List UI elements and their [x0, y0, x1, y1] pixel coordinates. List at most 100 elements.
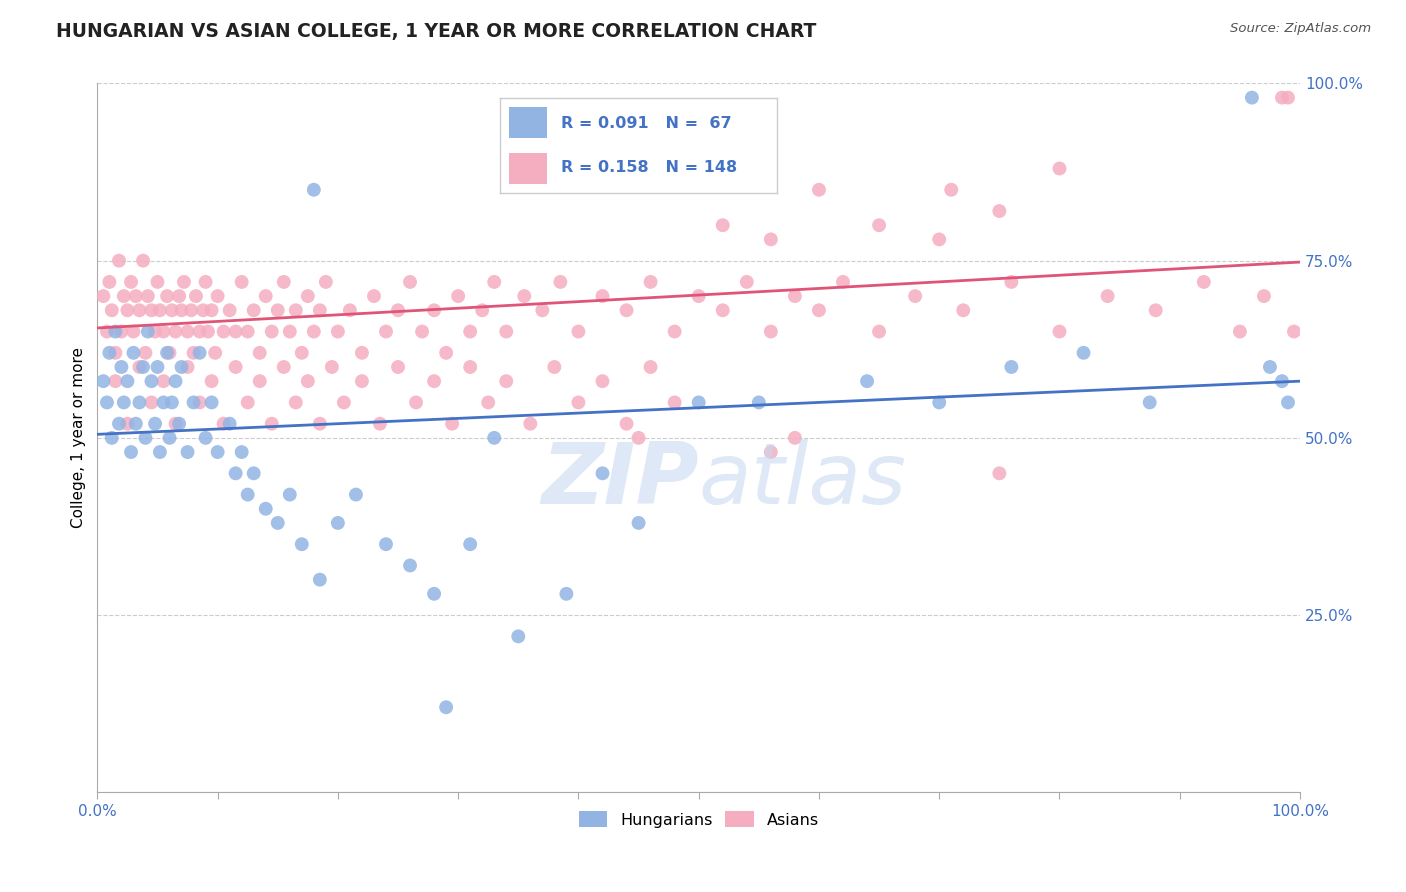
Point [249, 374, 271, 388]
Point [249, 346, 271, 360]
Point [134, 346, 156, 360]
Point [132, 359, 155, 374]
Point [122, 325, 145, 339]
Point [236, 487, 259, 501]
Point [387, 359, 409, 374]
Point [321, 359, 343, 374]
Point [132, 253, 155, 268]
Point [484, 275, 506, 289]
Point [278, 487, 301, 501]
Point [108, 253, 131, 268]
Point [93, 289, 115, 303]
Point [242, 303, 264, 318]
Point [423, 374, 446, 388]
Point [640, 359, 662, 374]
Point [627, 516, 650, 530]
Point [592, 467, 614, 481]
Point [188, 395, 211, 409]
Point [267, 516, 290, 530]
Point [375, 537, 398, 551]
Point [664, 395, 686, 409]
Point [1139, 395, 1161, 409]
Point [184, 289, 207, 303]
Point [688, 289, 710, 303]
Point [807, 183, 830, 197]
Point [759, 445, 782, 459]
Point [149, 445, 172, 459]
Point [110, 359, 132, 374]
Point [167, 289, 190, 303]
Point [197, 325, 219, 339]
Point [405, 395, 427, 409]
Point [254, 289, 277, 303]
Point [165, 374, 187, 388]
Point [555, 587, 578, 601]
Point [134, 431, 156, 445]
Point [423, 587, 446, 601]
Point [711, 218, 734, 232]
Point [664, 325, 686, 339]
Point [167, 417, 190, 431]
Y-axis label: College, 1 year or more: College, 1 year or more [72, 347, 86, 528]
Text: atlas: atlas [699, 439, 907, 522]
Point [173, 275, 195, 289]
Point [735, 275, 758, 289]
Point [339, 303, 361, 318]
Point [112, 289, 135, 303]
Point [308, 417, 330, 431]
Text: Source: ZipAtlas.com: Source: ZipAtlas.com [1230, 22, 1371, 36]
Point [399, 558, 422, 573]
Point [350, 346, 373, 360]
Point [441, 417, 464, 431]
Point [125, 417, 148, 431]
Point [387, 303, 409, 318]
Point [326, 325, 349, 339]
Point [176, 445, 198, 459]
Point [941, 183, 963, 197]
Point [204, 346, 226, 360]
Point [188, 346, 211, 360]
Point [194, 431, 217, 445]
Point [567, 325, 589, 339]
Point [1097, 289, 1119, 303]
Point [856, 374, 879, 388]
Point [98, 346, 121, 360]
Point [308, 573, 330, 587]
Point [759, 232, 782, 246]
Point [543, 359, 565, 374]
Point [160, 303, 183, 318]
Point [513, 289, 536, 303]
Point [104, 325, 127, 339]
Point [1271, 90, 1294, 104]
Point [260, 417, 283, 431]
Point [260, 325, 283, 339]
Legend: Hungarians, Asians: Hungarians, Asians [572, 805, 825, 834]
Point [434, 346, 457, 360]
Point [508, 629, 530, 643]
Point [1277, 90, 1299, 104]
Point [988, 204, 1011, 219]
Point [952, 303, 974, 318]
Point [904, 289, 927, 303]
Point [928, 232, 950, 246]
Point [120, 445, 142, 459]
Point [783, 289, 806, 303]
Point [375, 325, 398, 339]
Point [152, 374, 174, 388]
Point [188, 325, 211, 339]
Point [1073, 346, 1095, 360]
Point [495, 325, 517, 339]
Point [201, 303, 224, 318]
Point [1000, 359, 1022, 374]
Point [122, 346, 145, 360]
Point [1144, 303, 1167, 318]
Point [273, 359, 295, 374]
Point [868, 325, 890, 339]
Point [236, 395, 259, 409]
Point [218, 417, 240, 431]
Point [297, 289, 319, 303]
Point [550, 275, 572, 289]
Point [242, 467, 264, 481]
Point [291, 537, 314, 551]
Point [616, 303, 638, 318]
